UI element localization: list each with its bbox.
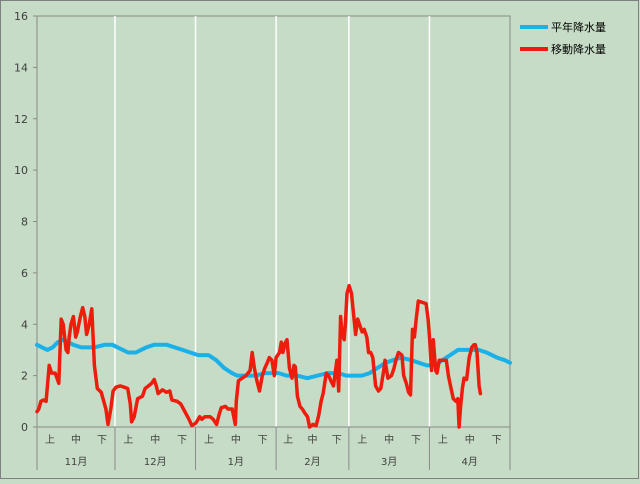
dekad-label: 上 xyxy=(123,434,133,446)
month-label: 11月 xyxy=(65,456,88,468)
dekad-label: 中 xyxy=(384,433,394,446)
series-line-moving-precip xyxy=(35,283,483,429)
dekad-label: 下 xyxy=(492,435,502,446)
month-label: 4月 xyxy=(462,456,478,468)
dekad-label: 下 xyxy=(97,435,107,446)
dekad-label: 中 xyxy=(307,433,317,446)
dekad-label: 中 xyxy=(231,433,241,446)
dekad-label: 中 xyxy=(150,433,160,446)
y-tick-label: 4 xyxy=(21,318,28,331)
y-tick-label: 0 xyxy=(21,421,28,434)
dekad-label: 中 xyxy=(465,433,475,446)
dekad-label: 上 xyxy=(45,434,55,446)
dekad-label: 中 xyxy=(71,433,81,446)
legend-label: 平年降水量 xyxy=(551,20,606,34)
dekad-label: 下 xyxy=(411,435,421,446)
y-tick-label: 14 xyxy=(14,61,28,74)
y-tick-label: 2 xyxy=(21,370,28,383)
month-label: 3月 xyxy=(381,456,397,468)
y-tick-label: 8 xyxy=(21,216,28,229)
legend-label: 移動降水量 xyxy=(551,42,606,56)
y-tick-label: 16 xyxy=(14,10,28,23)
month-label: 12月 xyxy=(144,456,167,468)
month-label: 2月 xyxy=(304,456,320,468)
series-layer xyxy=(35,283,512,429)
dekad-label: 下 xyxy=(258,435,268,446)
dekad-label: 下 xyxy=(332,435,342,446)
x-axis: 上中下11月上中下12月上中下1月上中下2月上中下3月上中下4月 xyxy=(36,426,511,470)
dekad-label: 上 xyxy=(438,434,448,446)
month-label: 1月 xyxy=(228,456,244,468)
y-axis: 0 2 4 6 8 10 12 14 16 xyxy=(14,10,37,434)
y-tick-label: 10 xyxy=(14,164,28,177)
y-tick-label: 6 xyxy=(21,267,28,280)
dekad-label: 下 xyxy=(177,435,187,446)
dekad-label: 上 xyxy=(283,434,293,446)
dekad-label: 上 xyxy=(357,434,367,446)
dekad-label: 上 xyxy=(204,434,214,446)
y-tick-label: 12 xyxy=(14,113,28,126)
